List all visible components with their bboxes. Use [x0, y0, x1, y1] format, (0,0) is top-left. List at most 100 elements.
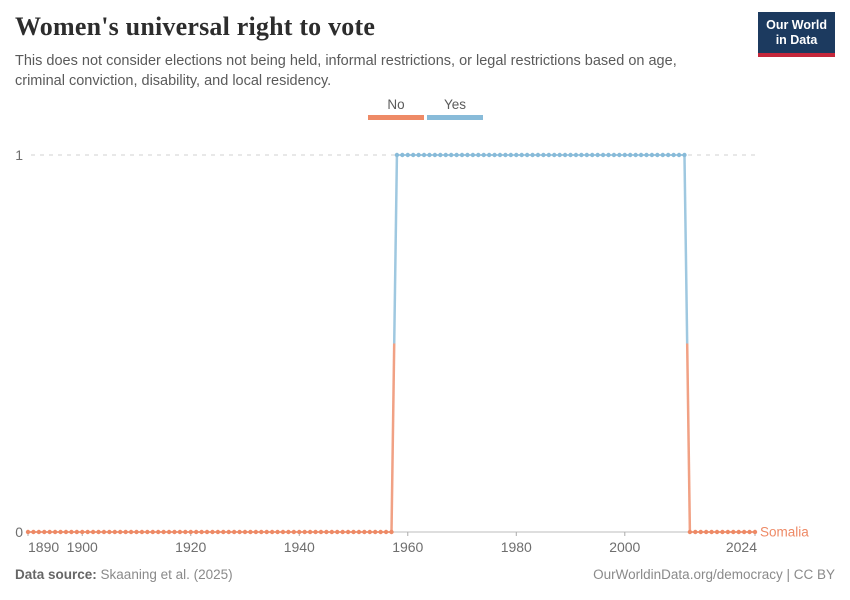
data-point — [145, 529, 150, 535]
x-tick-label: 2000 — [609, 539, 640, 555]
data-point — [552, 152, 557, 158]
data-point — [693, 529, 698, 535]
credit-link[interactable]: OurWorldinData.org/democracy | CC BY — [593, 567, 835, 582]
data-point — [579, 152, 584, 158]
data-point — [644, 152, 649, 158]
data-point — [166, 529, 172, 535]
data-point — [714, 529, 720, 535]
data-point — [188, 529, 193, 535]
data-point — [611, 152, 617, 158]
legend-label-yes: Yes — [443, 97, 467, 112]
data-point — [302, 529, 307, 535]
data-point — [389, 529, 394, 535]
chart-subtitle-line1: This does not consider elections not bei… — [15, 53, 677, 69]
data-point — [584, 152, 590, 158]
data-point — [459, 152, 465, 158]
data-point — [324, 529, 329, 535]
data-point — [42, 529, 47, 535]
data-point — [112, 529, 118, 535]
data-point — [606, 152, 611, 158]
data-point — [752, 529, 758, 535]
owid-logo[interactable]: Our World in Data — [758, 12, 835, 57]
data-point — [394, 152, 400, 158]
data-point — [253, 529, 259, 535]
data-point — [373, 529, 378, 535]
data-point — [731, 529, 736, 535]
data-point — [638, 152, 644, 158]
legend-swatch-no — [368, 115, 424, 120]
plot-area[interactable]: 1890 1900 1920 1940 1960 1980 2000 2024 0 1 Somali… — [0, 130, 850, 570]
data-point — [118, 529, 123, 535]
data-point — [595, 152, 600, 158]
data-point — [329, 529, 335, 535]
data-point — [687, 529, 693, 535]
data-point — [63, 529, 69, 535]
data-point — [741, 529, 747, 535]
data-point — [421, 152, 427, 158]
data-point — [519, 152, 524, 158]
legend-label-no: No — [387, 97, 405, 112]
line-chart[interactable]: 1890 1900 1920 1940 1960 1980 2000 2024 0 1 Somali… — [0, 130, 850, 570]
data-point — [486, 152, 492, 158]
data-point — [226, 529, 231, 535]
data-point — [378, 529, 383, 535]
owid-logo-line1: Our World — [766, 18, 827, 32]
data-point — [177, 529, 183, 535]
data-point — [508, 152, 514, 158]
data-point — [96, 529, 101, 535]
data-point — [36, 529, 42, 535]
transition-segment — [392, 154, 399, 344]
data-point — [503, 152, 508, 158]
x-tick-label: 1920 — [175, 539, 206, 555]
data-point — [617, 152, 622, 158]
page-title: Women's universal right to vote — [15, 12, 376, 41]
data-point — [367, 529, 372, 535]
data-point — [671, 152, 676, 158]
legend-item-yes[interactable]: Yes — [427, 97, 483, 120]
data-point — [47, 529, 52, 535]
transition-segment — [683, 154, 689, 344]
data-point — [432, 152, 438, 158]
chart-footer: Data source: Skaaning et al. (2025) OurW… — [15, 567, 835, 582]
data-point — [411, 152, 416, 158]
data-point — [340, 529, 345, 535]
data-point — [345, 529, 351, 535]
data-point — [199, 529, 204, 535]
data-point — [335, 529, 340, 535]
data-point — [676, 152, 682, 158]
data-point — [470, 152, 476, 158]
data-point — [80, 529, 85, 535]
chart-subtitle: This does not consider elections not bei… — [15, 51, 735, 91]
data-point — [242, 529, 248, 535]
legend-item-no[interactable]: No — [368, 97, 424, 120]
data-source-value: Skaaning et al. (2025) — [100, 567, 233, 582]
data-point — [351, 529, 356, 535]
data-point — [476, 152, 481, 158]
data-point — [31, 529, 36, 535]
data-point — [497, 152, 503, 158]
data-source: Data source: Skaaning et al. (2025) — [15, 567, 233, 582]
data-point — [709, 529, 714, 535]
data-point — [405, 152, 410, 158]
data-point — [269, 529, 275, 535]
legend: No Yes — [368, 97, 483, 120]
data-point — [725, 529, 731, 535]
transition-segment — [685, 343, 692, 533]
data-point — [107, 529, 112, 535]
data-point — [85, 529, 90, 535]
data-point — [655, 152, 660, 158]
data-point — [530, 152, 535, 158]
legend-swatch-yes — [427, 115, 483, 120]
data-point — [438, 152, 443, 158]
data-point — [183, 529, 188, 535]
data-point — [221, 529, 226, 535]
transition-segment — [390, 343, 396, 533]
data-point — [193, 529, 199, 535]
x-tick-label: 1890 — [28, 539, 59, 555]
data-point — [481, 152, 486, 158]
data-point — [541, 152, 546, 158]
data-point — [210, 529, 215, 535]
data-point — [573, 152, 579, 158]
data-point — [237, 529, 242, 535]
data-point — [58, 529, 63, 535]
